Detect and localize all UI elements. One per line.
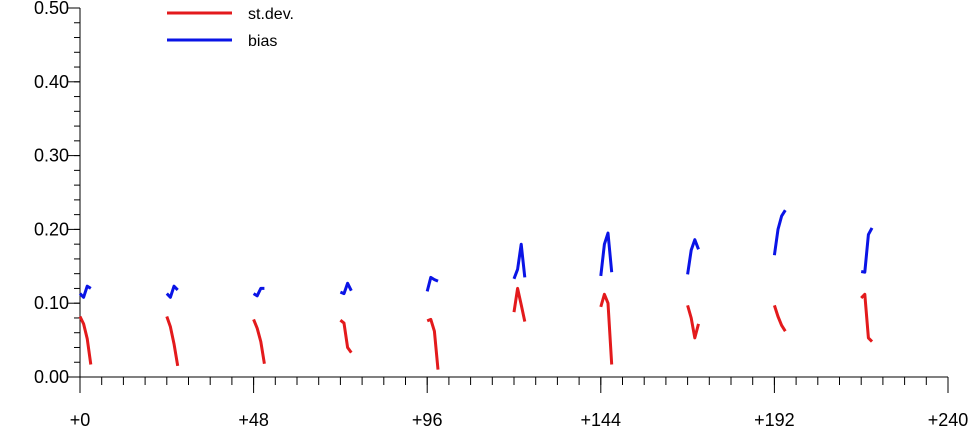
series-line-segment — [860, 227, 874, 274]
legend-label: st.dev. — [248, 6, 294, 23]
series-line-segment — [772, 304, 787, 332]
series-line-segment — [599, 292, 614, 365]
series-line-segment — [78, 315, 93, 365]
series-line-segment — [252, 318, 266, 364]
y-tick-label: 0.00 — [34, 367, 69, 387]
series-line-segment — [512, 286, 527, 322]
x-tick-label: +48 — [238, 410, 269, 430]
series-bias — [78, 209, 874, 299]
x-tick-label: +192 — [754, 410, 795, 430]
series-line-segment — [252, 286, 265, 298]
series-line-segment — [426, 317, 440, 370]
series-line-segment — [78, 284, 92, 299]
series-line-segment — [686, 304, 700, 340]
series-line-segment — [165, 316, 180, 367]
y-tick-label: 0.10 — [34, 293, 69, 313]
plot-area — [78, 209, 874, 370]
series-line-segment — [686, 238, 700, 275]
x-tick-label: +96 — [412, 410, 443, 430]
legend-label: bias — [248, 33, 277, 50]
y-tick-label: 0.40 — [34, 72, 69, 92]
series-st-dev — [78, 286, 874, 370]
series-line-segment — [599, 231, 614, 277]
series-line-segment — [339, 319, 353, 354]
series-line-segment — [512, 242, 527, 280]
series-line-segment — [339, 281, 353, 296]
y-tick-label: 0.50 — [34, 0, 69, 18]
series-line-segment — [772, 209, 787, 256]
x-tick-label: +0 — [70, 410, 91, 430]
series-line-segment — [425, 275, 439, 292]
axes: 0.00 0.10 0.20 0.30 0.40 0.50 +0 +48 +96 +144 +192… — [34, 0, 968, 430]
series-line-segment — [165, 284, 179, 299]
x-tick-label: +144 — [581, 410, 622, 430]
series-line-segment — [860, 292, 874, 343]
y-tick-label: 0.30 — [34, 146, 69, 166]
x-tick-label: +240 — [928, 410, 969, 430]
legend: st.dev. bias — [167, 6, 294, 50]
y-tick-label: 0.20 — [34, 219, 69, 239]
